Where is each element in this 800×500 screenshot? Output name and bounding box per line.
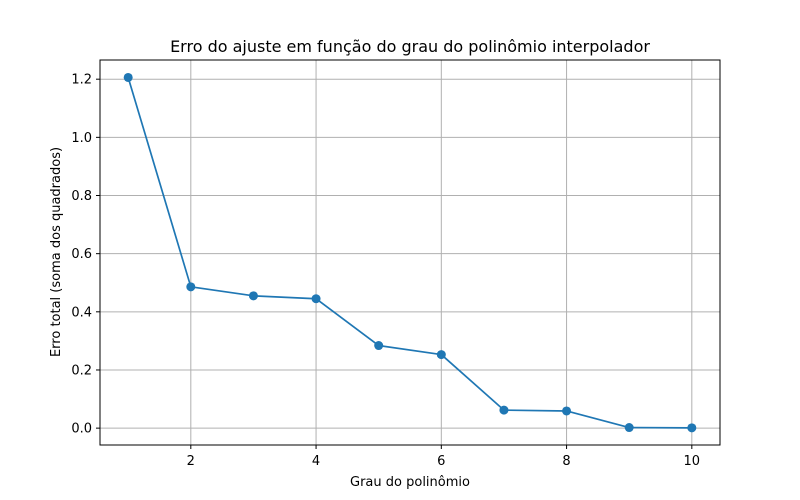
plot-frame — [99, 59, 721, 446]
data-point — [248, 291, 258, 301]
y-tick-label: 0.2 — [71, 363, 92, 378]
data-point — [374, 341, 384, 351]
data-point — [624, 423, 634, 433]
data-point — [436, 350, 446, 360]
x-tick-label: 8 — [562, 454, 570, 469]
data-point — [311, 294, 321, 304]
y-tick-label: 0.0 — [71, 422, 92, 437]
data-point — [499, 405, 509, 415]
y-tick-label: 0.6 — [71, 247, 92, 262]
grid-lines — [100, 60, 720, 445]
y-tick-label: 0.4 — [71, 305, 92, 320]
x-tick-label: 6 — [437, 454, 445, 469]
series-layer — [123, 72, 697, 433]
x-tick-label: 2 — [187, 454, 195, 469]
x-tick-label: 4 — [312, 454, 320, 469]
data-point — [186, 282, 196, 292]
series-line — [127, 77, 692, 429]
data-point — [687, 423, 697, 433]
data-point — [562, 406, 572, 416]
y-axis-label: Erro total (soma dos quadrados) — [49, 147, 64, 357]
data-point — [123, 72, 133, 82]
chart-title: Erro do ajuste em função do grau do poli… — [170, 37, 650, 56]
axis-ticks: 2 4 6 8 10 0.0 0.2 0.4 0.6 0.8 1.0 1.2 — [71, 73, 700, 469]
x-axis-label: Grau do polinômio — [350, 475, 470, 490]
y-tick-label: 0.8 — [71, 189, 92, 204]
y-tick-label: 1.0 — [71, 131, 92, 146]
y-tick-label: 1.2 — [71, 73, 92, 88]
x-tick-label: 10 — [684, 454, 701, 469]
